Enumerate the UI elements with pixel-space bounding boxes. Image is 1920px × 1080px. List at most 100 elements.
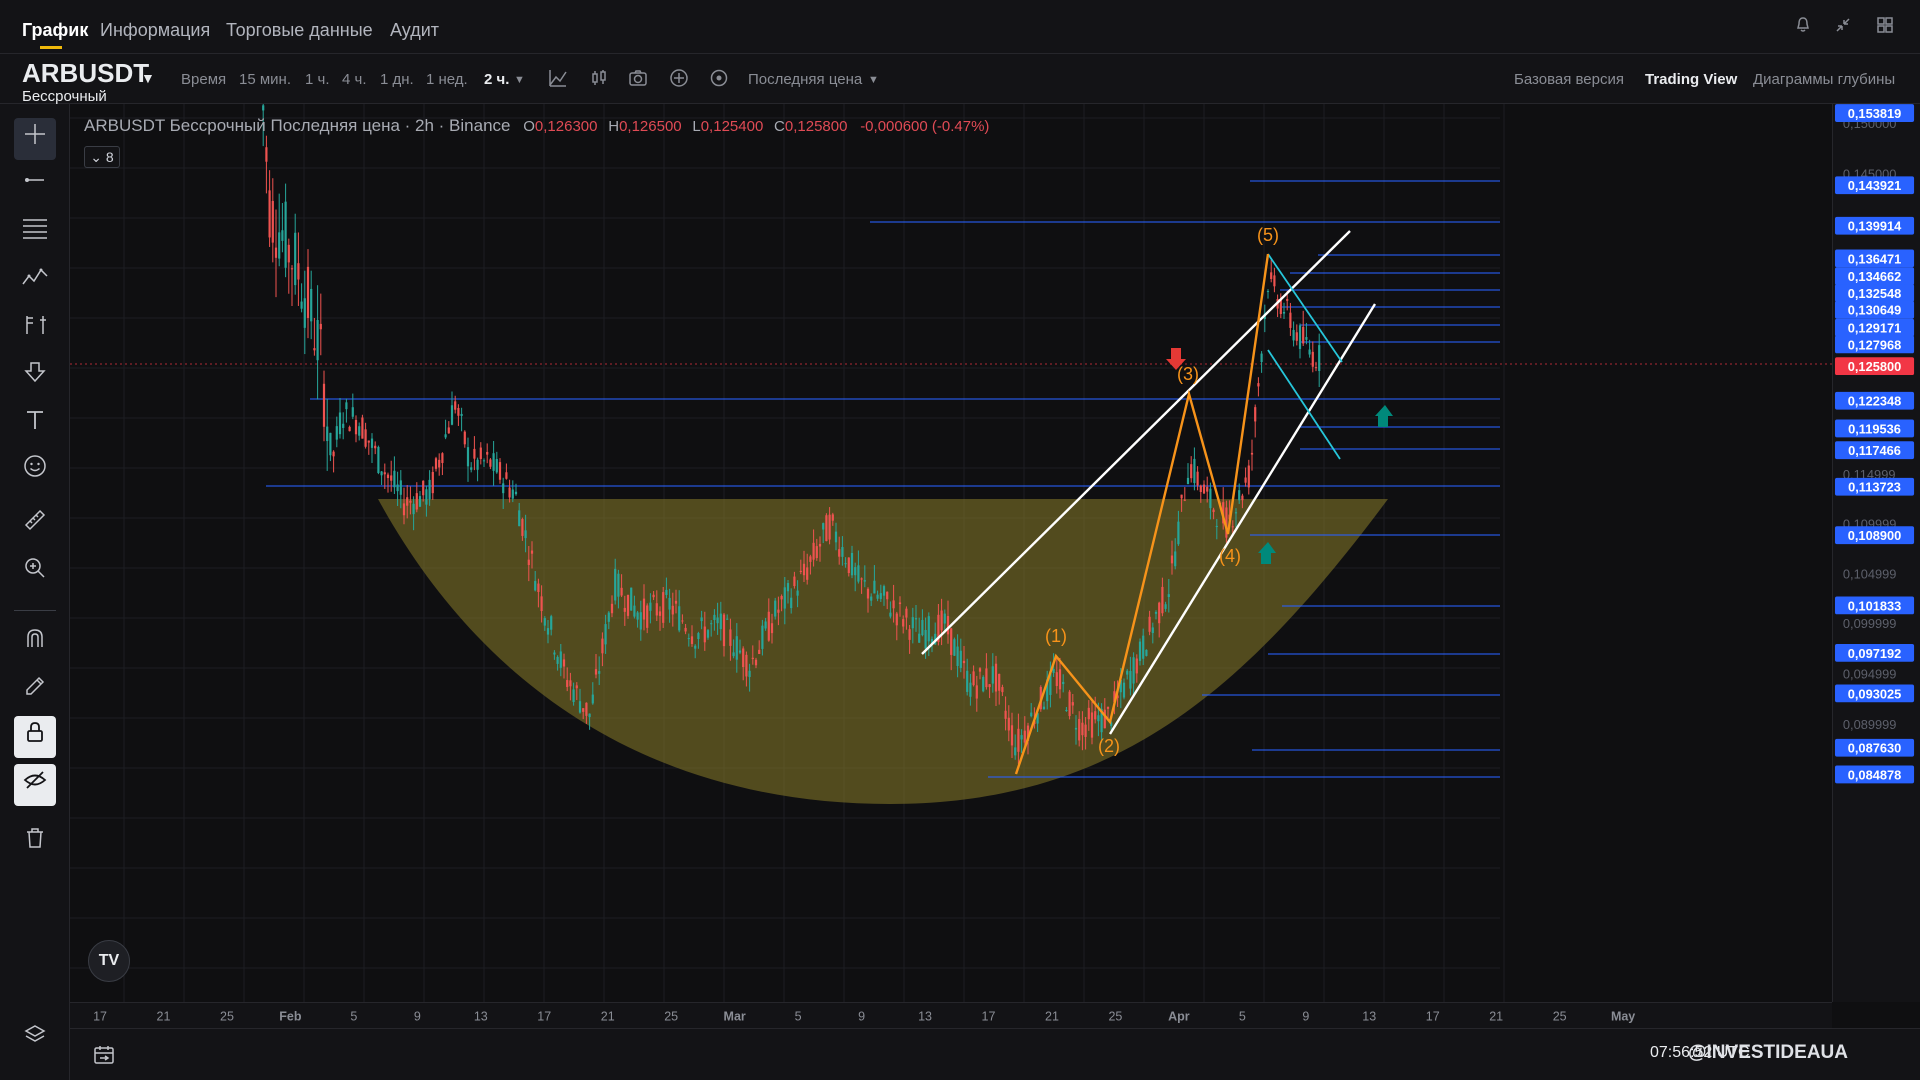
candle-body xyxy=(748,670,751,677)
candle-body xyxy=(1132,657,1135,684)
candles-icon[interactable] xyxy=(589,68,609,88)
camera-icon[interactable] xyxy=(628,68,648,88)
price-level-badge xyxy=(1834,318,1915,337)
candle-body xyxy=(566,680,569,687)
date-range-icon[interactable] xyxy=(92,1043,116,1067)
arrow-down-tool-icon[interactable] xyxy=(14,356,56,398)
interval-4h[interactable]: 4 ч. xyxy=(342,71,367,88)
fib-retracement-icon[interactable] xyxy=(14,212,56,254)
crosshair-add-icon[interactable] xyxy=(669,68,689,88)
candle-body xyxy=(978,668,982,672)
lock-icon[interactable] xyxy=(14,716,56,758)
trend-line-icon[interactable] xyxy=(14,164,56,206)
indicators-toggle[interactable]: ⌄ 8 xyxy=(84,146,120,168)
flag-lower-line xyxy=(1267,349,1341,460)
trash-icon[interactable] xyxy=(14,822,56,864)
candle-body xyxy=(1199,485,1202,493)
time-tick-label: 21 xyxy=(157,1009,171,1023)
time-axis[interactable]: 17 21 25 Feb 5 9 13 17 21 25 Mar 5 9 13 17 21 25 Apr 5 9 13 1… xyxy=(70,1002,1832,1028)
candle-body xyxy=(732,652,735,657)
candle-body xyxy=(1103,709,1106,729)
time-tick-label: 25 xyxy=(664,1009,678,1023)
price-type-select[interactable]: Последняя цена xyxy=(748,71,863,88)
interval-2h[interactable]: 2 ч. xyxy=(484,71,510,88)
interval-1d[interactable]: 1 дн. xyxy=(380,71,414,88)
candle-body xyxy=(1017,728,1020,752)
tab-trading-data[interactable]: Торговые данные xyxy=(226,20,373,40)
candle-body xyxy=(540,596,543,612)
interval-dropdown-icon[interactable]: ▼ xyxy=(514,74,525,86)
status-bar xyxy=(70,1028,1920,1080)
collapse-icon[interactable] xyxy=(1832,16,1854,38)
candle-body xyxy=(793,576,796,587)
forecast-tool-icon[interactable] xyxy=(14,308,56,350)
candle-body xyxy=(438,459,441,468)
candle-body xyxy=(578,701,582,713)
candle-body xyxy=(1122,682,1126,698)
tab-audit[interactable]: Аудит xyxy=(390,20,440,40)
price-level-label: 0,113723 xyxy=(1848,480,1901,495)
view-depth-chart[interactable]: Диаграммы глубины xyxy=(1753,71,1896,88)
hide-drawings-icon[interactable] xyxy=(14,764,56,806)
candle-body xyxy=(1289,312,1292,328)
candle-body xyxy=(271,200,274,243)
settings-icon[interactable] xyxy=(709,68,729,88)
candle-body xyxy=(982,676,985,692)
chart-type-icon[interactable] xyxy=(548,68,568,88)
candle-body xyxy=(534,580,537,591)
bell-icon[interactable] xyxy=(1792,16,1814,38)
candle-body xyxy=(639,612,642,630)
price-type-dropdown-icon[interactable]: ▼ xyxy=(868,74,879,86)
candle-body xyxy=(361,417,364,439)
interval-1h[interactable]: 1 ч. xyxy=(305,71,330,88)
candle-body xyxy=(841,547,844,557)
tab-chart[interactable]: График xyxy=(22,20,89,40)
active-tab-indicator xyxy=(40,46,62,49)
layout-grid-icon[interactable] xyxy=(1874,16,1896,38)
candle-body xyxy=(818,543,822,547)
candle-body xyxy=(1154,612,1158,614)
time-tick-label: 9 xyxy=(858,1009,865,1023)
candle-body xyxy=(1177,521,1180,545)
candle-body xyxy=(828,514,831,540)
crosshair-icon[interactable] xyxy=(14,118,56,160)
price-level-label: 0,097192 xyxy=(1848,646,1902,661)
candle-body xyxy=(946,616,950,635)
candle-body xyxy=(975,685,978,699)
view-tradingview[interactable]: Trading View xyxy=(1645,71,1738,88)
interval-15m[interactable]: 15 мин. xyxy=(239,71,291,88)
candle-body xyxy=(399,480,402,495)
candle-body xyxy=(908,629,911,640)
candle-body xyxy=(287,244,290,263)
candle-body xyxy=(281,230,284,241)
layers-icon[interactable] xyxy=(14,1018,56,1060)
text-tool-icon[interactable] xyxy=(14,404,56,446)
candle-body xyxy=(530,550,534,554)
symbol-dropdown-icon[interactable]: ▼ xyxy=(141,70,155,86)
view-basic[interactable]: Базовая версия xyxy=(1514,71,1624,88)
zoom-in-icon[interactable] xyxy=(14,552,56,594)
candle-body xyxy=(367,440,370,443)
price-chart[interactable]: (1) (2) (3) (4) (5) xyxy=(70,104,1832,1002)
tab-info[interactable]: Информация xyxy=(100,20,211,40)
candle-body xyxy=(850,552,854,576)
symbol-name[interactable]: ARBUSDT xyxy=(22,58,150,88)
candle-body xyxy=(386,474,390,479)
candle-body xyxy=(959,650,962,668)
legend-title: ARBUSDT Бессрочный Последняя цена · 2h ·… xyxy=(84,116,511,135)
candle-body xyxy=(767,611,770,641)
elliott-wave-icon[interactable] xyxy=(14,260,56,302)
draw-mode-icon[interactable] xyxy=(14,670,56,712)
candle-body xyxy=(1042,706,1046,709)
interval-1w[interactable]: 1 нед. xyxy=(426,71,468,88)
candle-body xyxy=(844,563,847,565)
magnet-icon[interactable] xyxy=(14,622,56,664)
candle-body xyxy=(674,600,678,604)
candle-body xyxy=(268,190,271,238)
ruler-icon[interactable] xyxy=(14,504,56,546)
candle-body xyxy=(1183,499,1186,501)
candle-body xyxy=(428,479,431,500)
price-scale[interactable]: 0,1500000,1450000,1149990,1099990,104999… xyxy=(1832,104,1920,1002)
candle-body xyxy=(594,669,598,675)
emoji-icon[interactable] xyxy=(14,450,56,492)
